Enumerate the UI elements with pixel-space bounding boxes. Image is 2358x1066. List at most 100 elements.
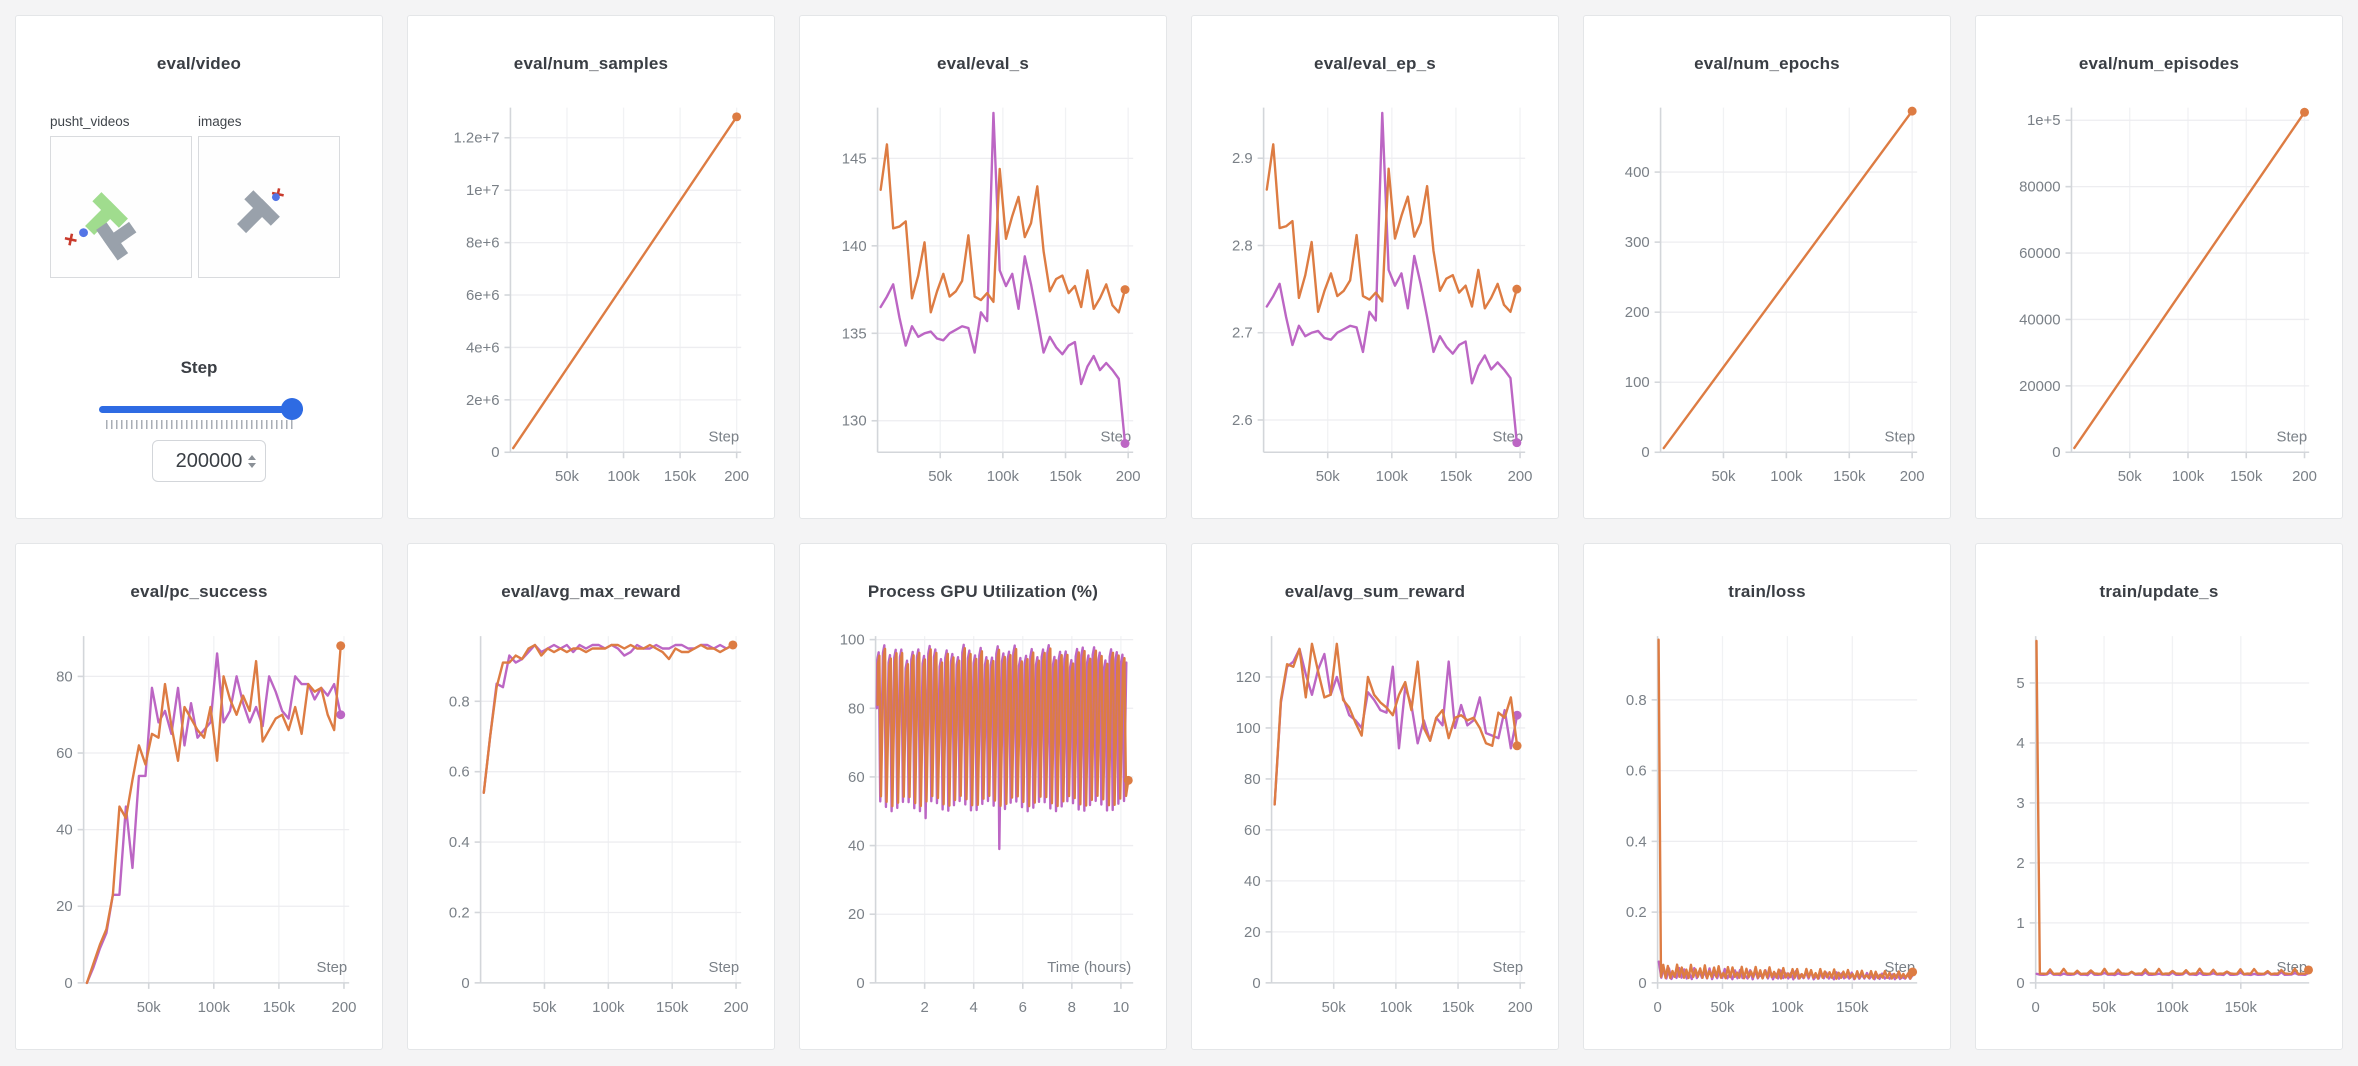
svg-text:40: 40	[1244, 873, 1261, 890]
svg-text:2: 2	[2016, 855, 2024, 872]
svg-text:0: 0	[1653, 999, 1661, 1016]
svg-text:2.9: 2.9	[1232, 150, 1253, 167]
svg-text:135: 135	[842, 325, 867, 342]
svg-text:200: 200	[2292, 468, 2317, 485]
chart-title: train/loss	[1728, 582, 1806, 601]
svg-text:0: 0	[491, 444, 499, 461]
svg-text:20: 20	[848, 906, 865, 923]
chart-title: Process GPU Utilization (%)	[867, 582, 1099, 601]
panel-eval-num-epochs[interactable]: eval/num_epochs 50k 100k 150k 200 0 100 200 300…	[1583, 15, 1951, 519]
panel-gpu-utilization[interactable]: Process GPU Utilization (%) 2 4 6 8 10 0 20 40 6…	[799, 543, 1167, 1050]
green-tee-shape	[85, 192, 128, 236]
panel-eval-avg-max-reward[interactable]: eval/avg_max_reward 50k 100k 150k 200 0 0.2 0.…	[407, 543, 775, 1050]
panel-eval-pc-success[interactable]: eval/pc_success 50k 100k 150k 200 0 20 40 60 80 S…	[15, 543, 383, 1050]
svg-text:200: 200	[332, 999, 357, 1016]
panel-eval-avg-sum-reward[interactable]: eval/avg_sum_reward 50k 100k 150k 200 0 20 40 6…	[1191, 543, 1559, 1050]
svg-text:100k: 100k	[592, 999, 625, 1016]
svg-text:150k: 150k	[1440, 468, 1473, 485]
svg-text:2.7: 2.7	[1232, 325, 1253, 342]
svg-text:60: 60	[56, 745, 73, 762]
svg-text:0: 0	[461, 975, 469, 992]
svg-text:10: 10	[1113, 999, 1130, 1016]
chart-title: eval/num_episodes	[2078, 54, 2240, 73]
svg-text:100k: 100k	[987, 468, 1020, 485]
svg-text:5: 5	[2016, 675, 2024, 692]
pusht-scene	[64, 192, 137, 261]
svg-text:400: 400	[1625, 164, 1650, 181]
step-value: 200000	[175, 449, 243, 472]
svg-text:3: 3	[2016, 795, 2024, 812]
svg-text:200: 200	[1508, 999, 1533, 1016]
panel-eval-num-samples[interactable]: eval/num_samples 50k 100k 150k 200 0 2e+6 4e+6…	[407, 15, 775, 519]
line-chart-train-loss: 0 50k 100k 150k 0 0.2 0.4 0.6 0.8 Step	[1626, 636, 1918, 1016]
images-caption: images	[198, 114, 242, 129]
svg-text:60000: 60000	[2019, 245, 2060, 262]
svg-text:0.6: 0.6	[449, 764, 470, 781]
svg-text:150k: 150k	[1049, 468, 1082, 485]
svg-text:150k: 150k	[1836, 999, 1869, 1016]
svg-text:2e+6: 2e+6	[466, 392, 500, 409]
svg-text:80: 80	[848, 700, 865, 717]
panel-train-loss[interactable]: train/loss 0 50k 100k 150k 0 0.2 0.4 0.6 0.8 Step	[1583, 543, 1951, 1050]
panel-train-update-s[interactable]: train/update_s 0 50k 100k 150k 0 1 2 3 4 5 Step	[1975, 543, 2343, 1050]
svg-text:Step: Step	[1885, 428, 1916, 445]
svg-text:40: 40	[848, 838, 865, 855]
chart-title: train/update_s	[2099, 582, 2219, 601]
svg-text:80: 80	[56, 668, 73, 685]
step-decrement-button[interactable]	[248, 462, 256, 468]
svg-text:Step: Step	[1493, 959, 1524, 976]
svg-text:2.6: 2.6	[1232, 412, 1253, 429]
panel-eval-eval-ep-s[interactable]: eval/eval_ep_s 50k 100k 150k 200 2.6 2.7 2.8 2.…	[1191, 15, 1559, 519]
svg-text:100: 100	[1236, 720, 1261, 737]
panel-eval-eval-s[interactable]: eval/eval_s 50k 100k 150k 200 130 135 140 145 St…	[799, 15, 1167, 519]
svg-text:50k: 50k	[1322, 999, 1347, 1016]
svg-text:Step: Step	[1885, 959, 1916, 976]
agent-dot-marker	[271, 193, 280, 202]
svg-text:150k: 150k	[2225, 999, 2258, 1016]
svg-text:145: 145	[842, 150, 867, 167]
pusht-video-thumbnail[interactable]	[50, 136, 192, 278]
svg-text:100: 100	[840, 632, 865, 649]
step-value-input[interactable]: 200000	[152, 440, 266, 482]
images-scene	[237, 188, 284, 234]
svg-text:60: 60	[1244, 822, 1261, 839]
svg-text:1: 1	[2016, 915, 2024, 932]
step-slider-ruler	[106, 420, 294, 429]
agent-dot-marker	[79, 228, 88, 238]
svg-text:Step: Step	[709, 428, 740, 445]
step-slider-thumb[interactable]	[281, 398, 303, 420]
svg-text:2: 2	[921, 999, 929, 1016]
svg-text:150k: 150k	[1833, 468, 1866, 485]
chart-title: eval/num_epochs	[1694, 54, 1840, 73]
svg-text:6: 6	[1019, 999, 1027, 1016]
step-slider-track[interactable]	[99, 406, 303, 413]
gray-tee-shape	[96, 221, 137, 261]
svg-text:50k: 50k	[555, 468, 580, 485]
svg-text:150k: 150k	[656, 999, 689, 1016]
svg-text:50k: 50k	[532, 999, 557, 1016]
media-panel-title: eval/video	[156, 54, 242, 73]
svg-text:50k: 50k	[2092, 999, 2117, 1016]
step-steppers	[248, 441, 256, 481]
step-slider-label: Step	[180, 358, 218, 377]
panel-eval-video: eval/video pusht_videos images	[15, 15, 383, 519]
svg-text:4e+6: 4e+6	[466, 339, 500, 356]
svg-text:300: 300	[1625, 234, 1650, 251]
panel-eval-num-episodes[interactable]: eval/num_episodes 50k 100k 150k 200 0 20000 40…	[1975, 15, 2343, 519]
svg-text:50k: 50k	[2118, 468, 2143, 485]
svg-text:0.8: 0.8	[449, 693, 470, 710]
images-thumbnail[interactable]	[198, 136, 340, 278]
chart-title: eval/eval_ep_s	[1314, 54, 1436, 73]
svg-text:140: 140	[842, 238, 867, 255]
svg-text:80: 80	[1244, 771, 1261, 788]
gray-tee-shape	[237, 190, 280, 234]
svg-text:0: 0	[2052, 444, 2060, 461]
svg-text:0.4: 0.4	[449, 834, 470, 851]
line-chart-eval-num-samples: 50k 100k 150k 200 0 2e+6 4e+6 6e+6 8e+6 1e+7 1.2e+…	[454, 107, 749, 485]
svg-text:100k: 100k	[607, 468, 640, 485]
svg-text:0.2: 0.2	[1626, 904, 1647, 921]
step-increment-button[interactable]	[248, 454, 256, 460]
